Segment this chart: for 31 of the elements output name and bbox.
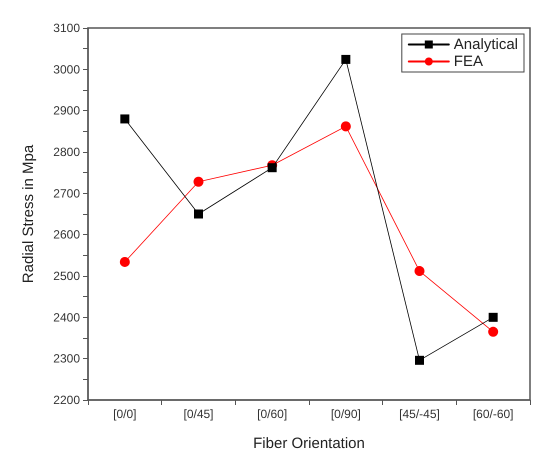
x-tick-label: [0/90] bbox=[330, 407, 361, 421]
y-tick-label: 3100 bbox=[53, 21, 80, 35]
point bbox=[341, 54, 350, 64]
y-axis-title: Radial Stress in Mpa bbox=[20, 144, 37, 284]
x-axis-title: Fiber Orientation bbox=[253, 435, 365, 452]
legend-label: FEA bbox=[454, 53, 483, 70]
point bbox=[194, 176, 204, 187]
point bbox=[415, 356, 424, 365]
y-tick-label: 3000 bbox=[53, 62, 80, 76]
x-tick-label: [45/-45] bbox=[399, 407, 440, 421]
x-tick-label: [0/60] bbox=[257, 407, 288, 421]
y-tick-label: 2900 bbox=[53, 104, 80, 118]
x-tick-label: [0/45] bbox=[183, 407, 214, 421]
y-tick-label: 2300 bbox=[53, 352, 80, 366]
y-tick-label: 2600 bbox=[53, 228, 80, 242]
y-tick-label: 2400 bbox=[53, 310, 80, 324]
point bbox=[268, 163, 277, 172]
point bbox=[488, 312, 498, 322]
point bbox=[488, 326, 498, 337]
point bbox=[120, 114, 130, 124]
y-tick-label: 2700 bbox=[53, 186, 80, 200]
point bbox=[194, 210, 203, 218]
y-tick-label: 2800 bbox=[53, 145, 80, 159]
x-tick-label: [60/-60] bbox=[472, 407, 514, 421]
x-tick-label: [0/0] bbox=[113, 407, 137, 421]
point bbox=[414, 266, 424, 276]
legend-label: Analytical bbox=[454, 36, 518, 53]
y-tick-label: 2500 bbox=[53, 269, 80, 283]
point bbox=[340, 121, 351, 132]
y-tick-label: 2200 bbox=[53, 393, 80, 407]
point bbox=[120, 256, 130, 267]
